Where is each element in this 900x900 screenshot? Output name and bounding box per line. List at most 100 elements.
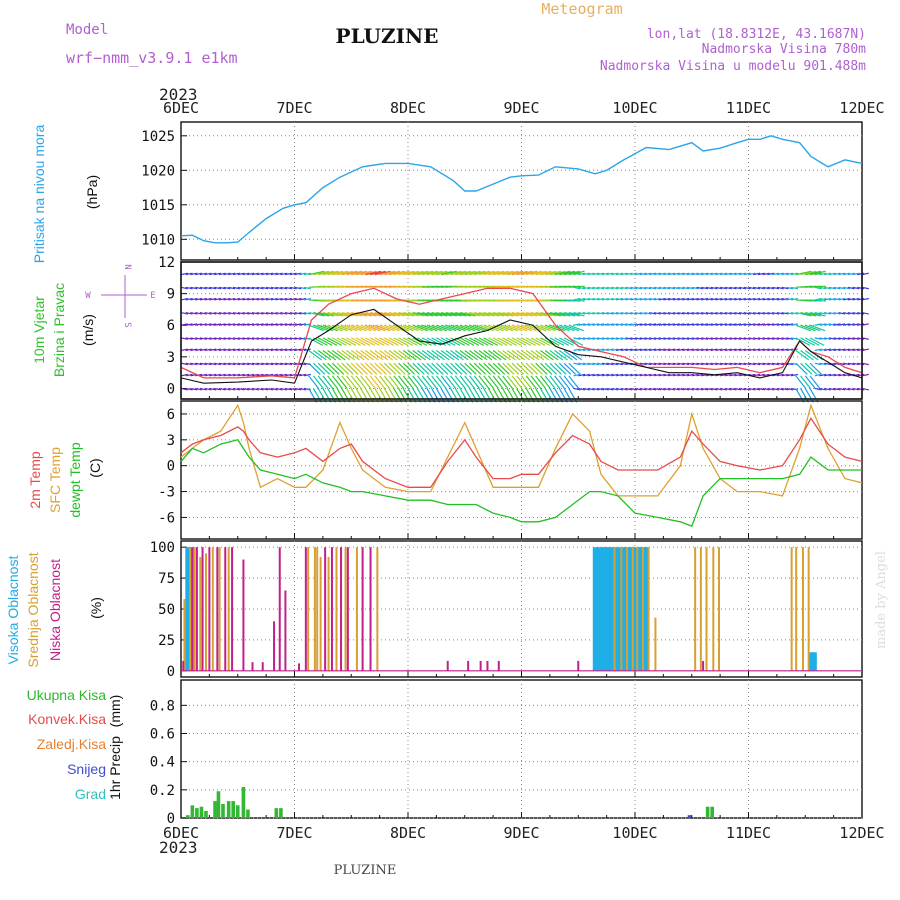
wind-arrow	[379, 362, 392, 375]
wind-arrow	[809, 388, 819, 403]
wind-arrow	[431, 375, 442, 389]
wind-arrow	[280, 323, 288, 326]
high-cloud-bar	[599, 547, 605, 671]
wind-arrow	[601, 286, 609, 290]
wind-arrow	[611, 323, 619, 326]
wind-arrow	[781, 311, 789, 315]
high-cloud-bar	[592, 547, 598, 671]
wind-arrow	[209, 362, 217, 366]
wind-arrow	[738, 272, 747, 276]
wind-arrow	[842, 373, 851, 377]
wind-arrow	[379, 337, 395, 346]
precip-bar	[204, 810, 208, 818]
wind-arrow	[824, 373, 832, 377]
wind-arrow	[597, 387, 605, 391]
wind-arrow	[720, 311, 728, 315]
wind-arrow	[682, 387, 690, 391]
wind-arrow	[715, 272, 723, 276]
wind-arrow	[809, 337, 825, 346]
wind-arrow	[185, 272, 193, 276]
temp-ylabel-3: dewpt Temp	[67, 442, 83, 517]
wind-arrow	[653, 387, 661, 391]
wind-arrow	[743, 348, 751, 352]
wind-arrow	[180, 362, 188, 366]
wind-arrow	[374, 337, 390, 346]
low-cloud-bar	[191, 547, 194, 671]
wind-arrow	[412, 324, 428, 332]
wind-arrow	[630, 348, 638, 352]
wind-arrow	[857, 323, 865, 326]
wind-arrow	[232, 297, 240, 301]
wind-arrow	[545, 270, 561, 276]
wind-arrow	[545, 311, 561, 317]
wind-arrow	[223, 272, 231, 276]
wind-arrow	[530, 388, 540, 403]
wind-arrow	[857, 286, 865, 290]
wind-arrow	[748, 362, 756, 366]
wind-arrow	[303, 373, 311, 377]
wind-arrow	[209, 348, 217, 352]
wind-arrow	[757, 323, 765, 326]
wind-arrow	[473, 350, 488, 361]
wind-arrow	[861, 323, 869, 326]
wind-arrow	[828, 297, 836, 301]
wind-arrow	[597, 311, 605, 315]
wind-arrow	[606, 362, 614, 366]
wind-arrow	[180, 297, 188, 301]
wind-arrow	[294, 387, 302, 391]
wind-arrow	[407, 337, 423, 346]
wind-arrow	[204, 348, 212, 352]
wind-arrow	[317, 324, 334, 332]
wind-arrow	[421, 375, 433, 389]
wind-arrow	[734, 373, 742, 377]
wind-arrow	[686, 272, 694, 276]
wind-arrow	[440, 311, 457, 317]
wind-arrow	[852, 286, 860, 290]
wind-arrow	[772, 348, 780, 352]
wind-arrow	[672, 286, 680, 290]
wind-arrow	[407, 270, 424, 276]
wind-arrow	[611, 348, 619, 352]
wind-arrow	[454, 362, 468, 375]
wind-arrow	[247, 323, 255, 326]
wind-arrow	[861, 348, 869, 352]
wind-arrow	[559, 337, 574, 346]
wind-arrow	[781, 387, 789, 391]
wind-arrow	[308, 362, 321, 375]
wind-arrow	[431, 270, 448, 276]
wind-arrow	[672, 373, 680, 377]
low-cloud-bar	[446, 660, 449, 671]
wind-arrow	[710, 311, 718, 315]
wind-arrow	[615, 272, 624, 276]
wind-arrow	[478, 270, 495, 276]
wind-arrow	[280, 348, 288, 352]
wind-arrow	[724, 348, 732, 352]
wind-arrow	[781, 348, 789, 352]
wind-arrow	[180, 373, 188, 377]
cloud-ylabel: Visoka Oblacnost	[5, 556, 21, 665]
wind-arrow	[814, 362, 822, 366]
wind-arrow	[677, 373, 685, 377]
wind-arrow	[195, 348, 203, 352]
wind-arrow	[625, 387, 633, 391]
wind-arrow	[284, 297, 293, 301]
wind-arrow	[360, 270, 377, 276]
mid-cloud-bar	[335, 547, 338, 671]
wind-arrow	[667, 297, 676, 301]
temp2m-line	[180, 417, 863, 488]
wind-arrow	[346, 388, 356, 403]
wind-arrow	[762, 323, 770, 326]
wind-arrow	[398, 324, 414, 332]
wind-arrow	[549, 362, 562, 375]
y-tick-label: -6	[158, 510, 175, 526]
wind-arrow	[351, 324, 367, 332]
wind-arrow	[634, 387, 642, 391]
wind-arrow	[261, 337, 269, 340]
wind-arrow	[388, 350, 403, 361]
wind-arrow	[284, 362, 293, 366]
wind-arrow	[530, 350, 545, 361]
wind-arrow	[327, 270, 344, 276]
wind-arrow	[502, 388, 512, 403]
wind-arrow	[705, 286, 713, 290]
wind-arrow	[412, 311, 429, 317]
